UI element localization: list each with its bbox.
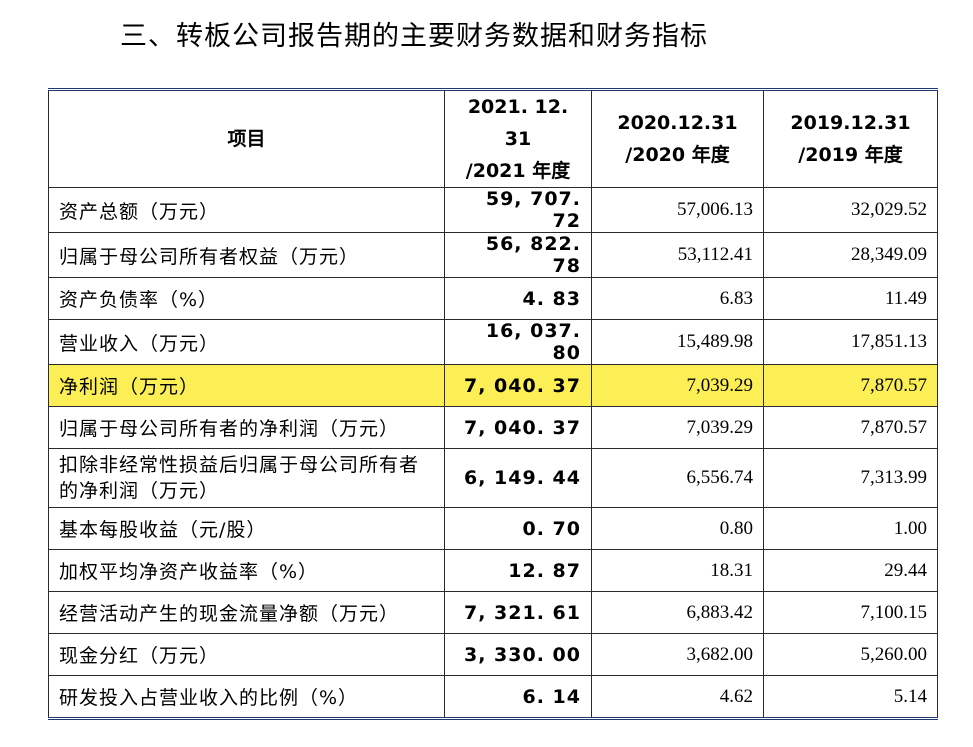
value-2019: 29.44 xyxy=(763,549,938,592)
table-row: 基本每股收益（元/股） 0. 70 0.80 1.00 xyxy=(48,507,938,550)
value-2019: 32,029.52 xyxy=(763,187,938,233)
table-header-row: 项目 2021. 12. 31/2021 年度 2020.12.31/2020 … xyxy=(48,89,938,188)
value-2019: 5,260.00 xyxy=(763,633,938,676)
table-row: 归属于母公司所有者的净利润（万元） 7, 040. 37 7,039.29 7,… xyxy=(48,406,938,449)
value-2019: 7,870.57 xyxy=(763,364,938,407)
row-label: 净利润（万元） xyxy=(48,364,445,407)
value-2020: 6.83 xyxy=(591,277,764,320)
section-title: 三、转板公司报告期的主要财务数据和财务指标 xyxy=(120,21,708,52)
value-2021: 16, 037. 80 xyxy=(444,319,592,365)
financial-data-table: 项目 2021. 12. 31/2021 年度 2020.12.31/2020 … xyxy=(48,88,938,720)
table-row-highlighted: 净利润（万元） 7, 040. 37 7,039.29 7,870.57 xyxy=(48,364,938,407)
value-2019: 5.14 xyxy=(763,675,938,719)
value-2021: 12. 87 xyxy=(444,549,592,592)
value-2020: 7,039.29 xyxy=(591,406,764,449)
row-label: 资产负债率（%） xyxy=(48,277,445,320)
value-2020: 4.62 xyxy=(591,675,764,719)
value-2021: 7, 040. 37 xyxy=(444,406,592,449)
value-2020: 0.80 xyxy=(591,507,764,550)
table-row: 加权平均净资产收益率（%） 12. 87 18.31 29.44 xyxy=(48,549,938,592)
value-2020: 53,112.41 xyxy=(591,232,764,278)
value-2019: 1.00 xyxy=(763,507,938,550)
row-label: 归属于母公司所有者权益（万元） xyxy=(48,232,445,278)
row-label: 资产总额（万元） xyxy=(48,187,445,233)
table-row: 扣除非经常性损益后归属于母公司所有者的净利润（万元） 6, 149. 44 6,… xyxy=(48,448,938,508)
table-row: 归属于母公司所有者权益（万元） 56, 822. 78 53,112.41 28… xyxy=(48,232,938,278)
value-2020: 7,039.29 xyxy=(591,364,764,407)
value-2020: 3,682.00 xyxy=(591,633,764,676)
table-row: 研发投入占营业收入的比例（%） 6. 14 4.62 5.14 xyxy=(48,675,938,719)
table-row: 经营活动产生的现金流量净额（万元） 7, 321. 61 6,883.42 7,… xyxy=(48,591,938,634)
value-2021: 6, 149. 44 xyxy=(444,448,592,508)
value-2021: 3, 330. 00 xyxy=(444,633,592,676)
value-2021: 4. 83 xyxy=(444,277,592,320)
value-2019: 28,349.09 xyxy=(763,232,938,278)
value-2020: 6,883.42 xyxy=(591,591,764,634)
row-label: 归属于母公司所有者的净利润（万元） xyxy=(48,406,445,449)
value-2020: 15,489.98 xyxy=(591,319,764,365)
row-label: 加权平均净资产收益率（%） xyxy=(48,549,445,592)
header-2019: 2019.12.31/2019 年度 xyxy=(763,89,938,188)
value-2020: 6,556.74 xyxy=(591,448,764,508)
value-2019: 17,851.13 xyxy=(763,319,938,365)
header-item: 项目 xyxy=(48,89,445,188)
row-label: 研发投入占营业收入的比例（%） xyxy=(48,675,445,719)
row-label: 扣除非经常性损益后归属于母公司所有者的净利润（万元） xyxy=(48,448,445,508)
value-2019: 11.49 xyxy=(763,277,938,320)
value-2021: 7, 321. 61 xyxy=(444,591,592,634)
value-2019: 7,100.15 xyxy=(763,591,938,634)
row-label: 现金分红（万元） xyxy=(48,633,445,676)
value-2021: 59, 707. 72 xyxy=(444,187,592,233)
table-row: 营业收入（万元） 16, 037. 80 15,489.98 17,851.13 xyxy=(48,319,938,365)
header-2021: 2021. 12. 31/2021 年度 xyxy=(444,89,592,188)
value-2021: 7, 040. 37 xyxy=(444,364,592,407)
table-row: 资产总额（万元） 59, 707. 72 57,006.13 32,029.52 xyxy=(48,187,938,233)
table-row: 资产负债率（%） 4. 83 6.83 11.49 xyxy=(48,277,938,320)
row-label: 营业收入（万元） xyxy=(48,319,445,365)
value-2021: 0. 70 xyxy=(444,507,592,550)
value-2021: 56, 822. 78 xyxy=(444,232,592,278)
table-row: 现金分红（万元） 3, 330. 00 3,682.00 5,260.00 xyxy=(48,633,938,676)
value-2019: 7,313.99 xyxy=(763,448,938,508)
row-label: 经营活动产生的现金流量净额（万元） xyxy=(48,591,445,634)
value-2020: 57,006.13 xyxy=(591,187,764,233)
header-2020: 2020.12.31/2020 年度 xyxy=(591,89,764,188)
value-2020: 18.31 xyxy=(591,549,764,592)
row-label: 基本每股收益（元/股） xyxy=(48,507,445,550)
value-2021: 6. 14 xyxy=(444,675,592,719)
value-2019: 7,870.57 xyxy=(763,406,938,449)
